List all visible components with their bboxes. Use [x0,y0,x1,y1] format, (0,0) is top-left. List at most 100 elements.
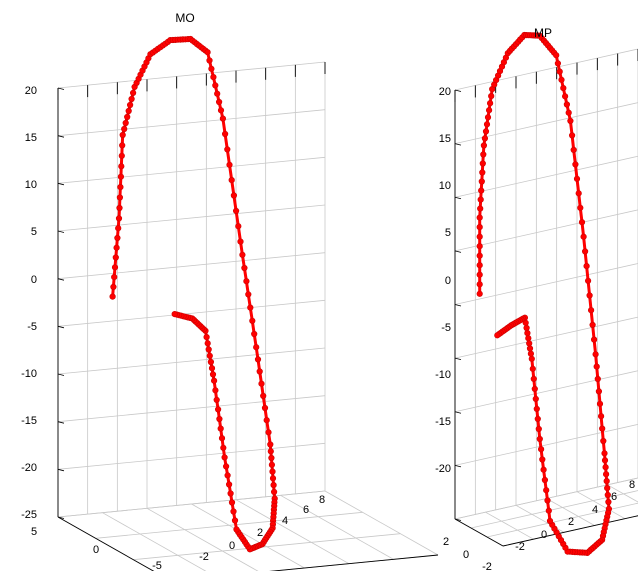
z-tick-label: -10 [435,369,451,381]
grid-line [57,299,326,327]
trajectory-point [476,214,483,221]
trajectory-point [544,497,551,504]
x-axis-line [454,518,504,547]
z-tick-label: -25 [21,509,37,521]
trajectory-point [575,190,582,197]
z-tick-label: -5 [27,321,37,333]
trajectory-point [594,375,601,383]
trajectory-point [563,101,571,108]
trajectory-point [597,413,605,420]
trajectory-point [570,146,577,153]
grid-line [485,511,534,540]
trajectory-point [584,277,592,284]
grid-line [57,490,326,518]
trajectory-point [592,351,599,358]
grid-line [57,61,326,89]
trajectory-point [599,425,606,432]
trajectory-point [219,115,226,122]
trajectory-point [534,415,541,423]
trajectory-point [109,293,116,300]
trajectory-point [477,196,484,203]
trajectory-point [261,404,269,412]
grid-line [57,156,326,184]
trajectory-point [233,526,240,533]
trajectory-point [116,204,123,212]
trajectory-point [206,57,213,64]
trajectory-point [488,92,495,100]
chart-title-mp: MP [534,26,552,40]
trajectory-point [111,274,118,281]
trajectory-point [540,466,547,473]
trajectory-point [117,173,124,180]
trajectory-point [226,161,233,168]
y-tick-label: 8 [319,494,325,506]
y-tick-label: 0 [541,529,547,541]
y-tick-label: 4 [592,504,598,516]
trajectory-point [602,471,610,478]
z-tick-label: 15 [439,133,451,145]
axes-mo: MO 20 15 10 5 0 -5 -10 -15 -20 -25 5 0 -… [21,11,439,571]
trajectory-point [486,107,493,114]
trajectory-point [478,187,485,194]
trajectory-point [224,472,231,479]
trajectory-point [541,476,549,484]
trajectory-point [212,82,219,89]
trajectory-point [487,100,494,107]
grid-line [454,316,638,359]
trajectory-point [558,76,565,83]
trajectory-point [125,107,132,115]
trajectory-point [206,352,213,359]
grid-line [486,502,638,538]
trajectory-point [603,478,610,485]
trajectory-point [118,163,125,170]
trajectory-point [216,415,223,423]
grid-line [57,442,326,470]
trajectory-point [214,90,221,97]
trajectory-point [118,152,125,159]
trajectory-point [573,175,581,182]
trajectory-point [530,375,537,383]
grid-line [57,252,326,280]
grid-mo [57,61,439,571]
trajectory-point [113,244,120,251]
z-tick [57,278,65,281]
trajectory-point [593,363,600,370]
trajectory-point [537,446,545,453]
trajectory-point [203,334,210,341]
trajectory-point [207,358,214,366]
trajectory-point [204,49,211,56]
z-tick-label: 0 [31,274,37,286]
trajectory-point [223,463,230,470]
trajectory-point [235,223,242,230]
trajectory-point [204,340,211,347]
trajectory-point [535,425,542,433]
trajectory-point [208,365,216,372]
grid-line [576,491,626,520]
grid-line [324,490,439,556]
trajectory-point [221,454,228,461]
trajectory-point [604,491,611,499]
trajectory-point [119,142,126,149]
trajectory-point [480,142,488,149]
z-tick-label: 20 [439,86,451,98]
trajectory-point [209,371,217,378]
trajectory-point [476,233,483,240]
trajectory-point [121,125,128,133]
trajectory-point [556,68,563,75]
trajectory-point [119,131,126,139]
grid-line [57,109,326,137]
trajectory-point [539,456,546,463]
grid-line [95,511,363,539]
trajectory-point [601,450,608,457]
trajectory-point [602,464,609,471]
grid-line [57,204,326,232]
trajectory-point [211,377,218,384]
x-tick-label: -2 [482,561,492,571]
z-tick [57,516,65,519]
y-tick-label: 2 [568,516,574,528]
z-tick-label: 5 [445,227,451,239]
trajectory-point [130,89,137,96]
trajectory-point [476,252,483,259]
z-tick-label: -15 [21,415,37,427]
